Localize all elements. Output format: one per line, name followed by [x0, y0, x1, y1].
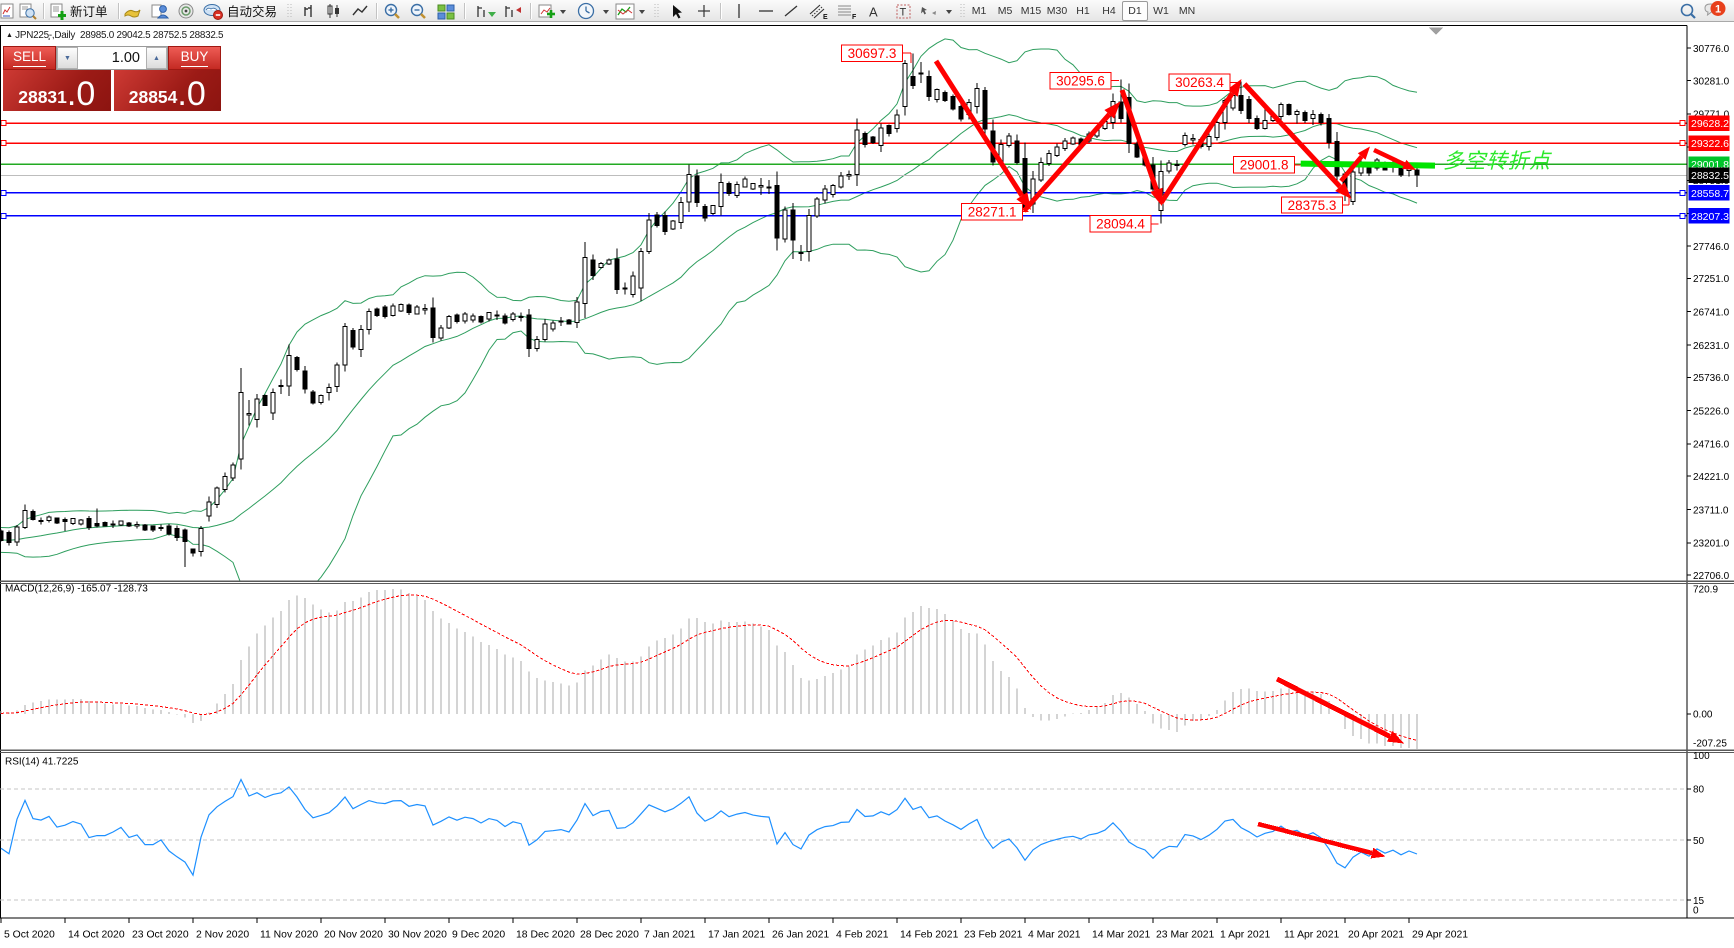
svg-text:0.00: 0.00: [1693, 710, 1713, 721]
svg-text:29322.6: 29322.6: [1691, 138, 1729, 150]
svg-text:11 Nov 2020: 11 Nov 2020: [260, 930, 318, 941]
svg-text:24221.0: 24221.0: [1693, 472, 1730, 483]
svg-text:4 Mar 2021: 4 Mar 2021: [1028, 930, 1081, 941]
svg-text:28375.3: 28375.3: [1288, 198, 1337, 213]
svg-text:29001.8: 29001.8: [1240, 158, 1289, 173]
svg-text:14 Feb 2021: 14 Feb 2021: [900, 930, 959, 941]
svg-text:5 Oct 2020: 5 Oct 2020: [4, 930, 55, 941]
svg-text:100: 100: [1693, 751, 1710, 762]
svg-text:1: 1: [1715, 4, 1721, 16]
svg-text:F: F: [852, 14, 857, 21]
svg-text:30281.0: 30281.0: [1693, 76, 1730, 87]
svg-text:15: 15: [1693, 896, 1705, 907]
svg-text:26741.0: 26741.0: [1693, 308, 1730, 319]
svg-text:20 Nov 2020: 20 Nov 2020: [324, 930, 383, 941]
svg-text:30 Nov 2020: 30 Nov 2020: [388, 930, 447, 941]
svg-text:30697.3: 30697.3: [848, 46, 897, 61]
svg-text:23201.0: 23201.0: [1693, 539, 1730, 550]
svg-text:30295.6: 30295.6: [1056, 73, 1105, 88]
svg-text:29628.2: 29628.2: [1691, 118, 1729, 130]
svg-text:7 Jan 2021: 7 Jan 2021: [644, 930, 696, 941]
svg-text:24716.0: 24716.0: [1693, 440, 1730, 451]
svg-text:28832.5: 28832.5: [1691, 170, 1729, 182]
svg-text:9 Dec 2020: 9 Dec 2020: [452, 930, 505, 941]
svg-text:A: A: [869, 5, 878, 20]
svg-text:2 Nov 2020: 2 Nov 2020: [196, 930, 249, 941]
svg-text:26 Jan 2021: 26 Jan 2021: [772, 930, 829, 941]
svg-text:T: T: [900, 7, 907, 19]
svg-text:29 Apr 2021: 29 Apr 2021: [1412, 930, 1468, 941]
svg-text:23 Feb 2021: 23 Feb 2021: [964, 930, 1023, 941]
svg-text:720.9: 720.9: [1693, 585, 1718, 596]
svg-text:新订单: 新订单: [70, 4, 108, 19]
svg-text:30263.4: 30263.4: [1175, 75, 1224, 90]
svg-text:RSI(14) 41.7225: RSI(14) 41.7225: [5, 757, 79, 768]
svg-text:27251.0: 27251.0: [1693, 274, 1730, 285]
svg-text:17 Jan 2021: 17 Jan 2021: [708, 930, 765, 941]
svg-text:多空转折点: 多空转折点: [1443, 150, 1552, 173]
svg-text:0: 0: [1693, 906, 1699, 917]
svg-text:18 Dec 2020: 18 Dec 2020: [516, 930, 575, 941]
svg-text:80: 80: [1693, 785, 1705, 796]
svg-text:20 Apr 2021: 20 Apr 2021: [1348, 930, 1404, 941]
svg-text:28271.1: 28271.1: [968, 205, 1017, 220]
svg-text:23 Mar 2021: 23 Mar 2021: [1156, 930, 1215, 941]
svg-text:27746.0: 27746.0: [1693, 242, 1730, 253]
svg-text:11 Apr 2021: 11 Apr 2021: [1284, 930, 1339, 941]
svg-text:4 Feb 2021: 4 Feb 2021: [836, 930, 889, 941]
svg-text:14 Oct 2020: 14 Oct 2020: [68, 930, 125, 941]
svg-text:1 Apr 2021: 1 Apr 2021: [1220, 930, 1270, 941]
svg-text:14 Mar 2021: 14 Mar 2021: [1092, 930, 1151, 941]
svg-text:28207.3: 28207.3: [1691, 211, 1729, 223]
svg-text:28558.7: 28558.7: [1691, 188, 1729, 200]
svg-text:25736.0: 25736.0: [1693, 373, 1730, 384]
svg-text:-207.25: -207.25: [1693, 739, 1727, 750]
svg-text:25226.0: 25226.0: [1693, 406, 1730, 417]
svg-text:30776.0: 30776.0: [1693, 44, 1730, 55]
svg-text:26231.0: 26231.0: [1693, 341, 1730, 352]
svg-text:E: E: [823, 14, 828, 21]
svg-text:MACD(12,26,9) -165.07 -128.73: MACD(12,26,9) -165.07 -128.73: [5, 584, 148, 595]
svg-text:28 Dec 2020: 28 Dec 2020: [580, 930, 639, 941]
svg-text:29771.0: 29771.0: [1693, 110, 1730, 121]
svg-text:50: 50: [1693, 836, 1705, 847]
svg-text:23 Oct 2020: 23 Oct 2020: [132, 930, 189, 941]
svg-text:22706.0: 22706.0: [1693, 571, 1730, 582]
svg-text:23711.0: 23711.0: [1693, 505, 1729, 516]
svg-text:28094.4: 28094.4: [1096, 217, 1145, 232]
svg-text:自动交易: 自动交易: [227, 4, 277, 19]
